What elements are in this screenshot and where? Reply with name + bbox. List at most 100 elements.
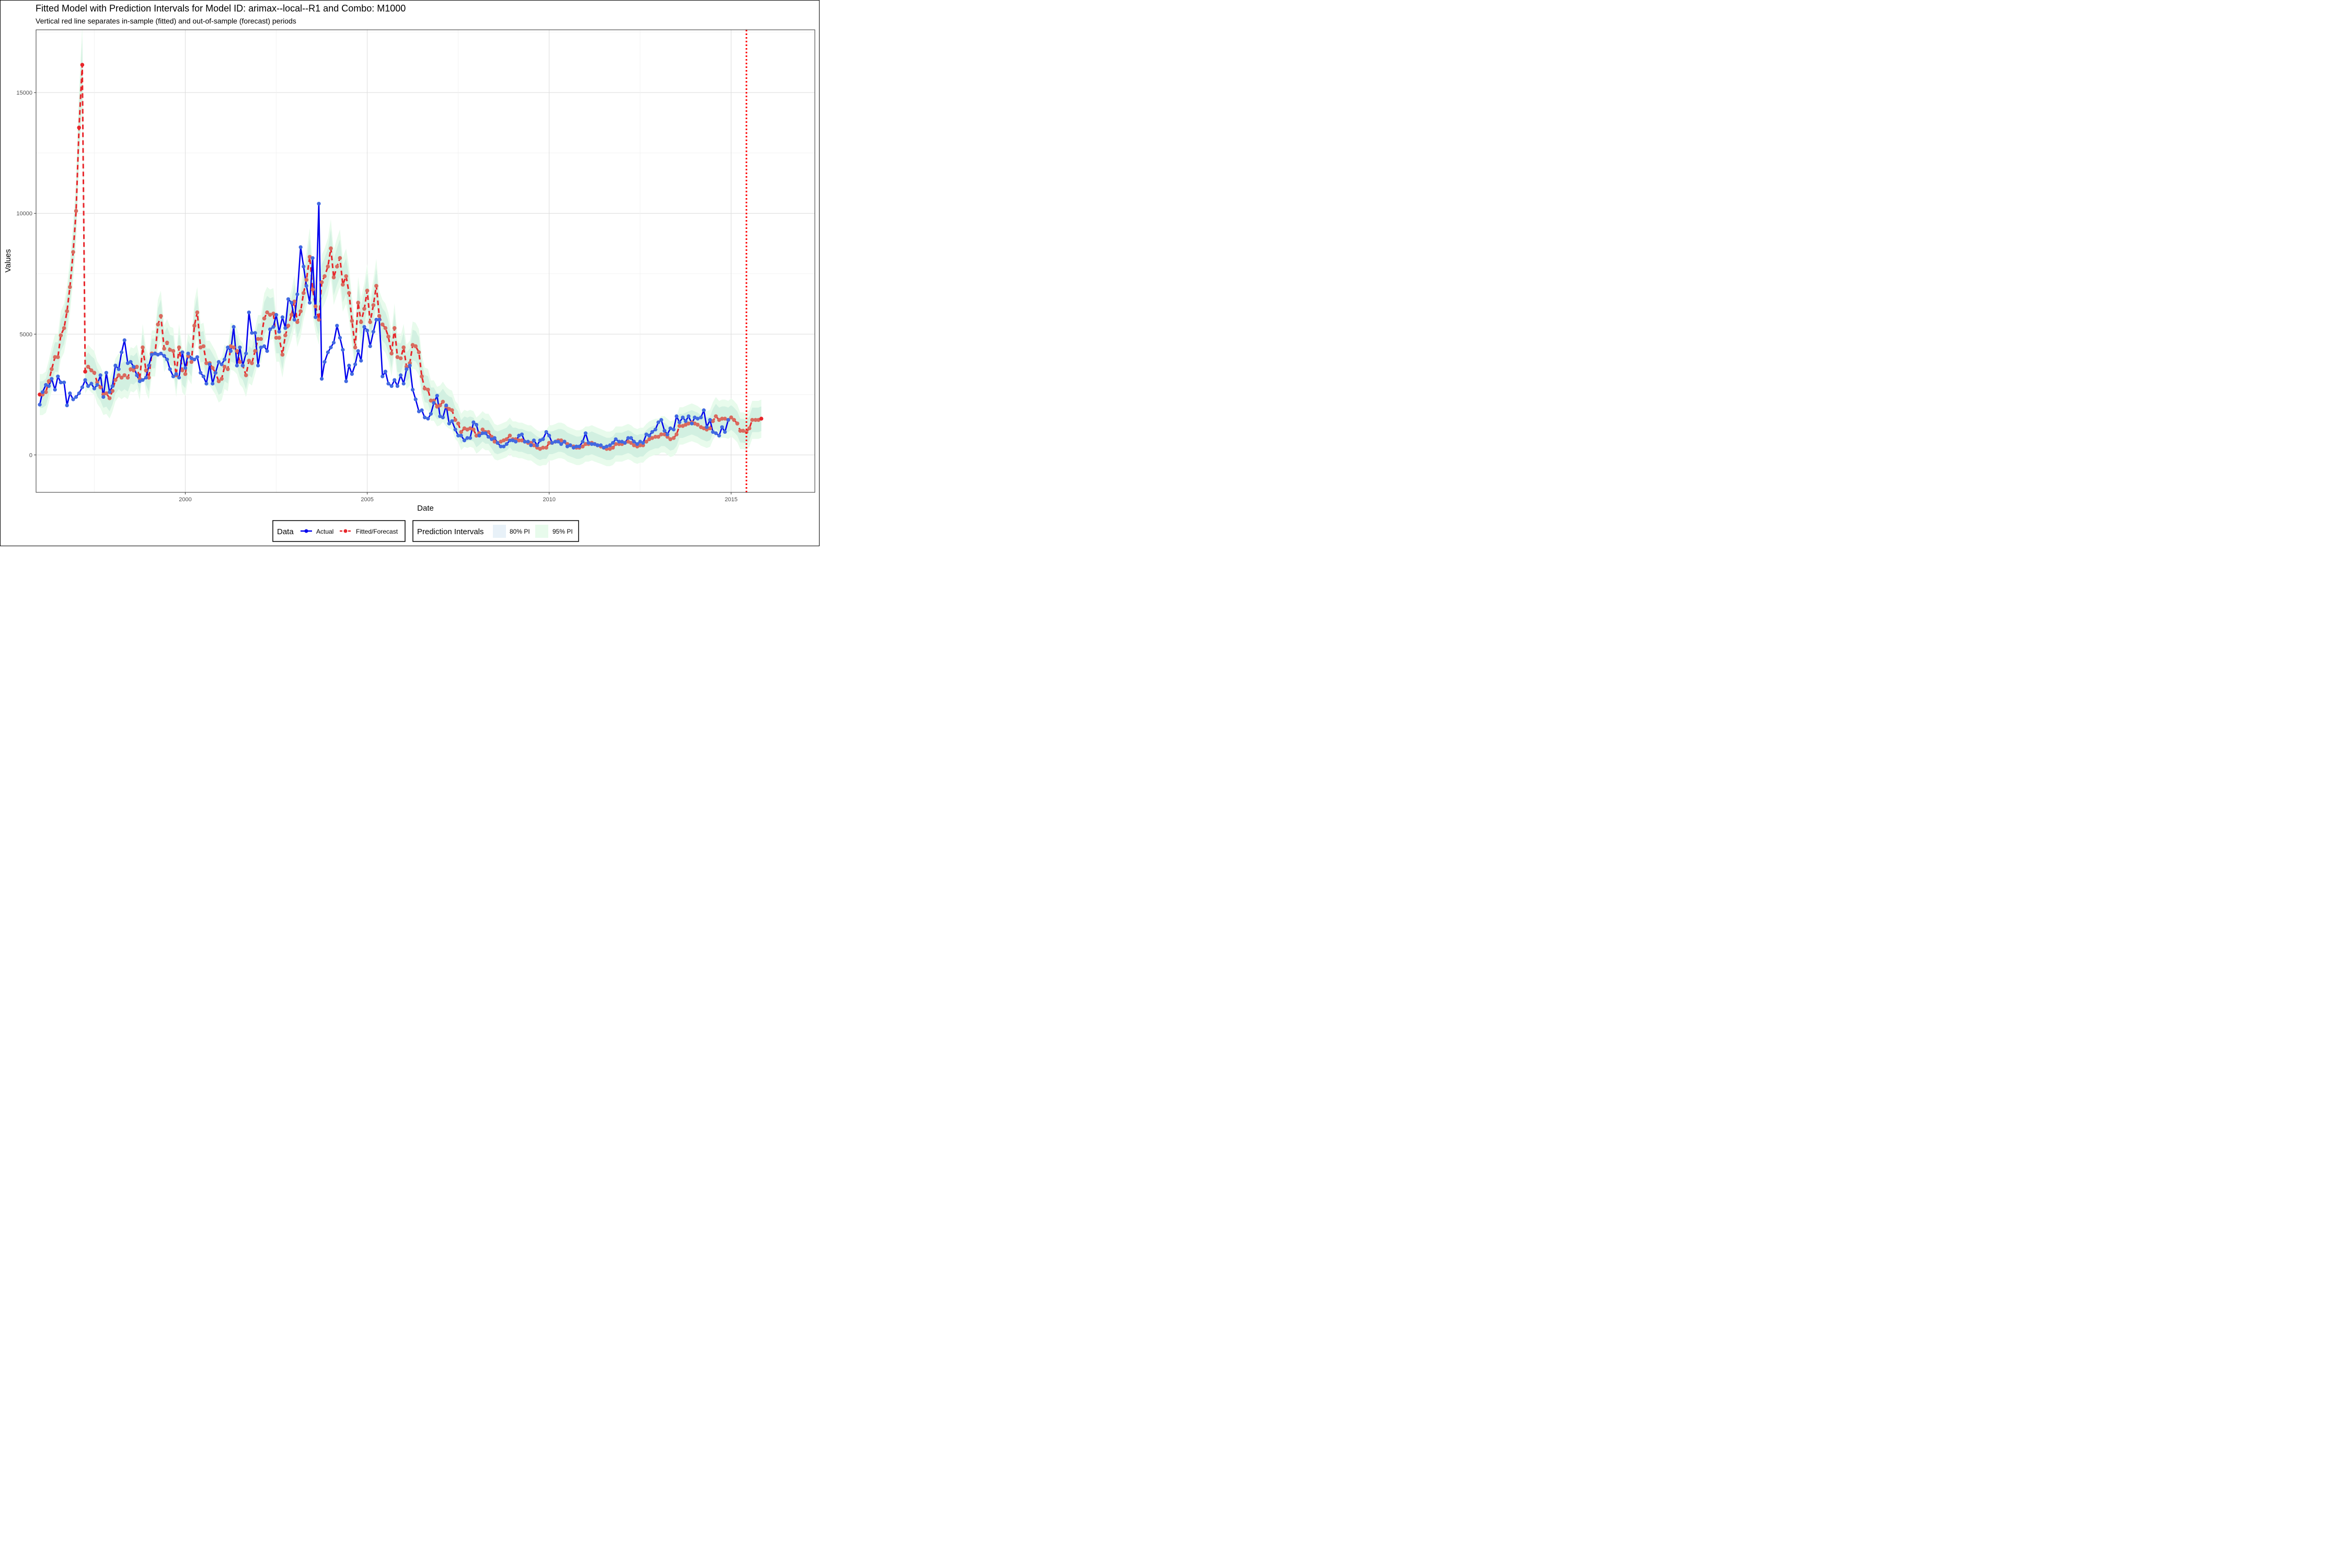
actual-point	[268, 327, 272, 331]
actual-point	[474, 423, 479, 427]
actual-point	[462, 439, 467, 443]
actual-point	[310, 256, 315, 260]
actual-point	[514, 440, 518, 444]
actual-point	[441, 416, 445, 420]
fitted-point	[544, 445, 548, 450]
fitted-point	[638, 443, 642, 447]
actual-point	[38, 402, 42, 407]
actual-point	[468, 436, 472, 440]
actual-point	[147, 363, 151, 368]
actual-point	[590, 442, 594, 446]
actual-point	[165, 358, 169, 362]
fitted-point	[77, 125, 81, 130]
actual-point	[668, 426, 673, 431]
fitted-point	[353, 345, 358, 350]
fitted-point	[302, 291, 306, 295]
actual-point	[235, 363, 239, 368]
actual-point	[135, 373, 139, 377]
fitted-point	[711, 419, 715, 423]
actual-point	[68, 391, 72, 396]
fitted-point	[220, 377, 224, 381]
actual-point	[86, 384, 90, 388]
fitted-point	[517, 438, 521, 443]
actual-point	[562, 440, 567, 444]
fitted-point	[125, 375, 130, 380]
fitted-point	[290, 313, 294, 317]
actual-point	[723, 430, 727, 434]
fitted-point	[559, 438, 563, 443]
actual-point	[499, 444, 503, 448]
actual-point	[201, 374, 205, 378]
fitted-point	[65, 309, 69, 314]
actual-point	[77, 391, 81, 396]
fitted-point	[365, 289, 370, 293]
actual-point	[608, 443, 612, 447]
fitted-point	[547, 441, 551, 445]
legend-data-title: Data	[277, 527, 294, 536]
fitted-point	[326, 264, 330, 269]
actual-point	[44, 383, 48, 387]
fitted-point	[171, 349, 176, 353]
fitted-point	[274, 336, 279, 340]
actual-point	[602, 445, 606, 450]
fitted-point	[216, 379, 221, 384]
actual-point	[113, 363, 118, 368]
fitted-point	[456, 421, 460, 426]
fitted-point	[413, 344, 418, 349]
fitted-point	[292, 299, 297, 304]
actual-point	[550, 441, 554, 445]
actual-point	[438, 414, 442, 419]
actual-point	[89, 382, 94, 386]
y-tick-label: 5000	[20, 331, 32, 338]
fitted-point	[110, 389, 114, 393]
fitted-point	[280, 352, 285, 357]
fitted-point	[723, 417, 727, 421]
actual-point	[502, 444, 506, 448]
actual-point	[226, 345, 230, 350]
actual-point	[401, 382, 406, 386]
actual-point	[101, 395, 106, 399]
fitted-point	[359, 320, 363, 324]
actual-point	[532, 439, 536, 443]
actual-point	[693, 416, 697, 420]
actual-point	[717, 433, 721, 438]
actual-point	[40, 390, 45, 394]
fitted-point	[104, 391, 109, 396]
legend-data-box	[272, 520, 406, 542]
fitted-point	[677, 424, 682, 428]
actual-point	[641, 441, 645, 445]
actual-point	[174, 372, 178, 376]
fitted-point	[480, 428, 485, 432]
actual-point	[274, 313, 279, 317]
fitted-point	[259, 337, 263, 341]
actual-point	[341, 348, 345, 352]
legend-pi95-swatch	[535, 525, 548, 538]
actual-point	[705, 425, 709, 429]
actual-point	[129, 360, 133, 364]
fitted-point	[468, 426, 472, 431]
actual-point	[471, 420, 476, 424]
actual-point	[411, 388, 415, 392]
fitted-point	[159, 314, 163, 318]
fitted-point	[738, 429, 743, 433]
fitted-point	[377, 314, 382, 318]
actual-point	[526, 440, 530, 444]
actual-point	[711, 430, 715, 434]
actual-point	[681, 416, 685, 420]
fitted-point	[532, 443, 536, 447]
fitted-point	[204, 361, 209, 365]
actual-point	[95, 383, 99, 387]
chart-subtitle: Vertical red line separates in-sample (f…	[36, 17, 296, 25]
actual-point	[338, 336, 342, 340]
actual-point	[220, 362, 224, 366]
fitted-point	[417, 350, 421, 354]
actual-point	[450, 419, 454, 423]
fitted-point	[350, 319, 354, 323]
fitted-point	[286, 324, 291, 328]
fitted-point	[504, 437, 509, 442]
fitted-point	[235, 349, 239, 353]
actual-point	[137, 379, 142, 384]
actual-point	[65, 403, 69, 408]
fitted-point	[168, 348, 172, 352]
fitted-point	[429, 398, 433, 403]
